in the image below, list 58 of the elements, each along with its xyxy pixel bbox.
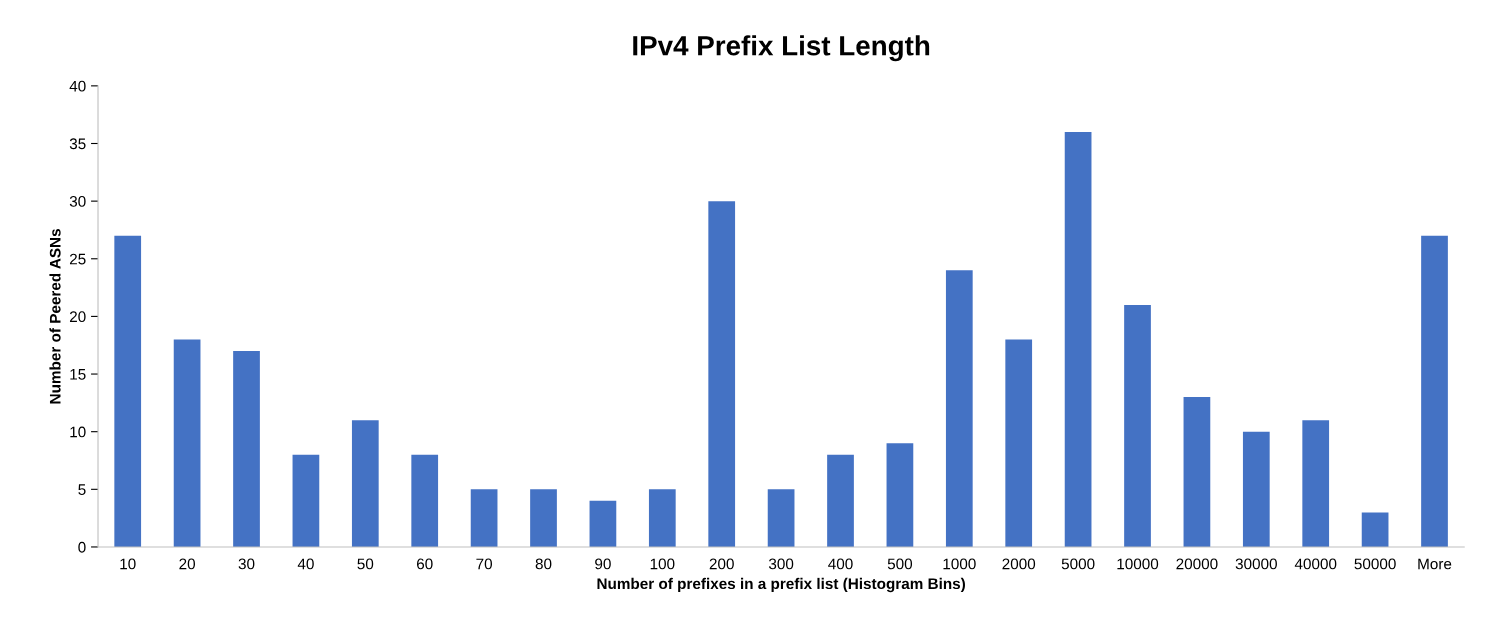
bar: [1005, 339, 1033, 547]
x-tick-label: 10000: [1117, 558, 1159, 570]
bar: [1124, 304, 1151, 547]
x-tick-label: 90: [595, 558, 611, 570]
x-tick-label: 70: [476, 558, 493, 570]
x-tick-label: 200: [709, 558, 734, 570]
bar: [233, 350, 260, 547]
bar: [589, 500, 617, 547]
chart-title: IPv4 Prefix List Length: [633, 35, 930, 62]
bar: [767, 489, 795, 547]
x-tick-label: 80: [535, 558, 552, 570]
x-tick-label: 60: [416, 558, 433, 570]
bar: [114, 235, 142, 547]
x-tick-label: 20: [179, 558, 196, 570]
y-tick-label: 35: [69, 138, 86, 150]
y-tick-label: 5: [78, 484, 86, 496]
y-tick-label: 15: [70, 369, 86, 380]
x-tick-label: 1000: [943, 558, 976, 570]
x-axis-title: Number of prefixes in a prefix list (Histogram Bins): [597, 577, 965, 593]
bar: [945, 270, 973, 547]
bar: [1183, 397, 1211, 547]
x-tick-label: 400: [828, 558, 853, 570]
x-tick-label: 2000: [1002, 558, 1036, 570]
y-tick-label: 20: [69, 311, 86, 323]
x-tick-label: 30: [238, 558, 255, 570]
bar: [886, 443, 914, 547]
y-tick-label: 10: [70, 426, 86, 438]
bar: [1242, 431, 1270, 547]
bar: [1064, 131, 1092, 547]
bar: [173, 339, 201, 547]
x-tick-label: More: [1418, 558, 1452, 570]
bar: [648, 489, 676, 547]
bar: [530, 489, 557, 547]
bar: [470, 489, 498, 547]
y-axis-title: Number of Peered ASNs: [49, 229, 61, 404]
x-tick-label: 20000: [1176, 558, 1218, 570]
x-tick-label: 500: [887, 558, 913, 570]
bar: [1361, 512, 1389, 547]
x-tick-label: 300: [768, 558, 794, 570]
y-tick-label: 30: [69, 196, 86, 207]
y-tick-label: 0: [78, 541, 86, 553]
x-tick-label: 5000: [1061, 558, 1095, 570]
bar: [827, 454, 854, 547]
bar: [1302, 420, 1330, 547]
x-tick-label: 50000: [1354, 558, 1396, 570]
x-tick-label: 40000: [1294, 558, 1337, 570]
x-tick-label: 10: [120, 558, 136, 570]
x-tick-label: 100: [650, 558, 675, 570]
bar: [708, 201, 736, 547]
bar: [411, 454, 439, 547]
x-tick-label: 50: [357, 558, 374, 570]
y-tick-label: 40: [69, 80, 86, 92]
bar: [1421, 235, 1448, 547]
y-tick-label: 25: [69, 253, 86, 265]
bar: [292, 454, 320, 547]
x-tick-label: 30000: [1235, 558, 1277, 570]
x-tick-label: 40: [297, 558, 314, 570]
bar: [351, 420, 379, 547]
